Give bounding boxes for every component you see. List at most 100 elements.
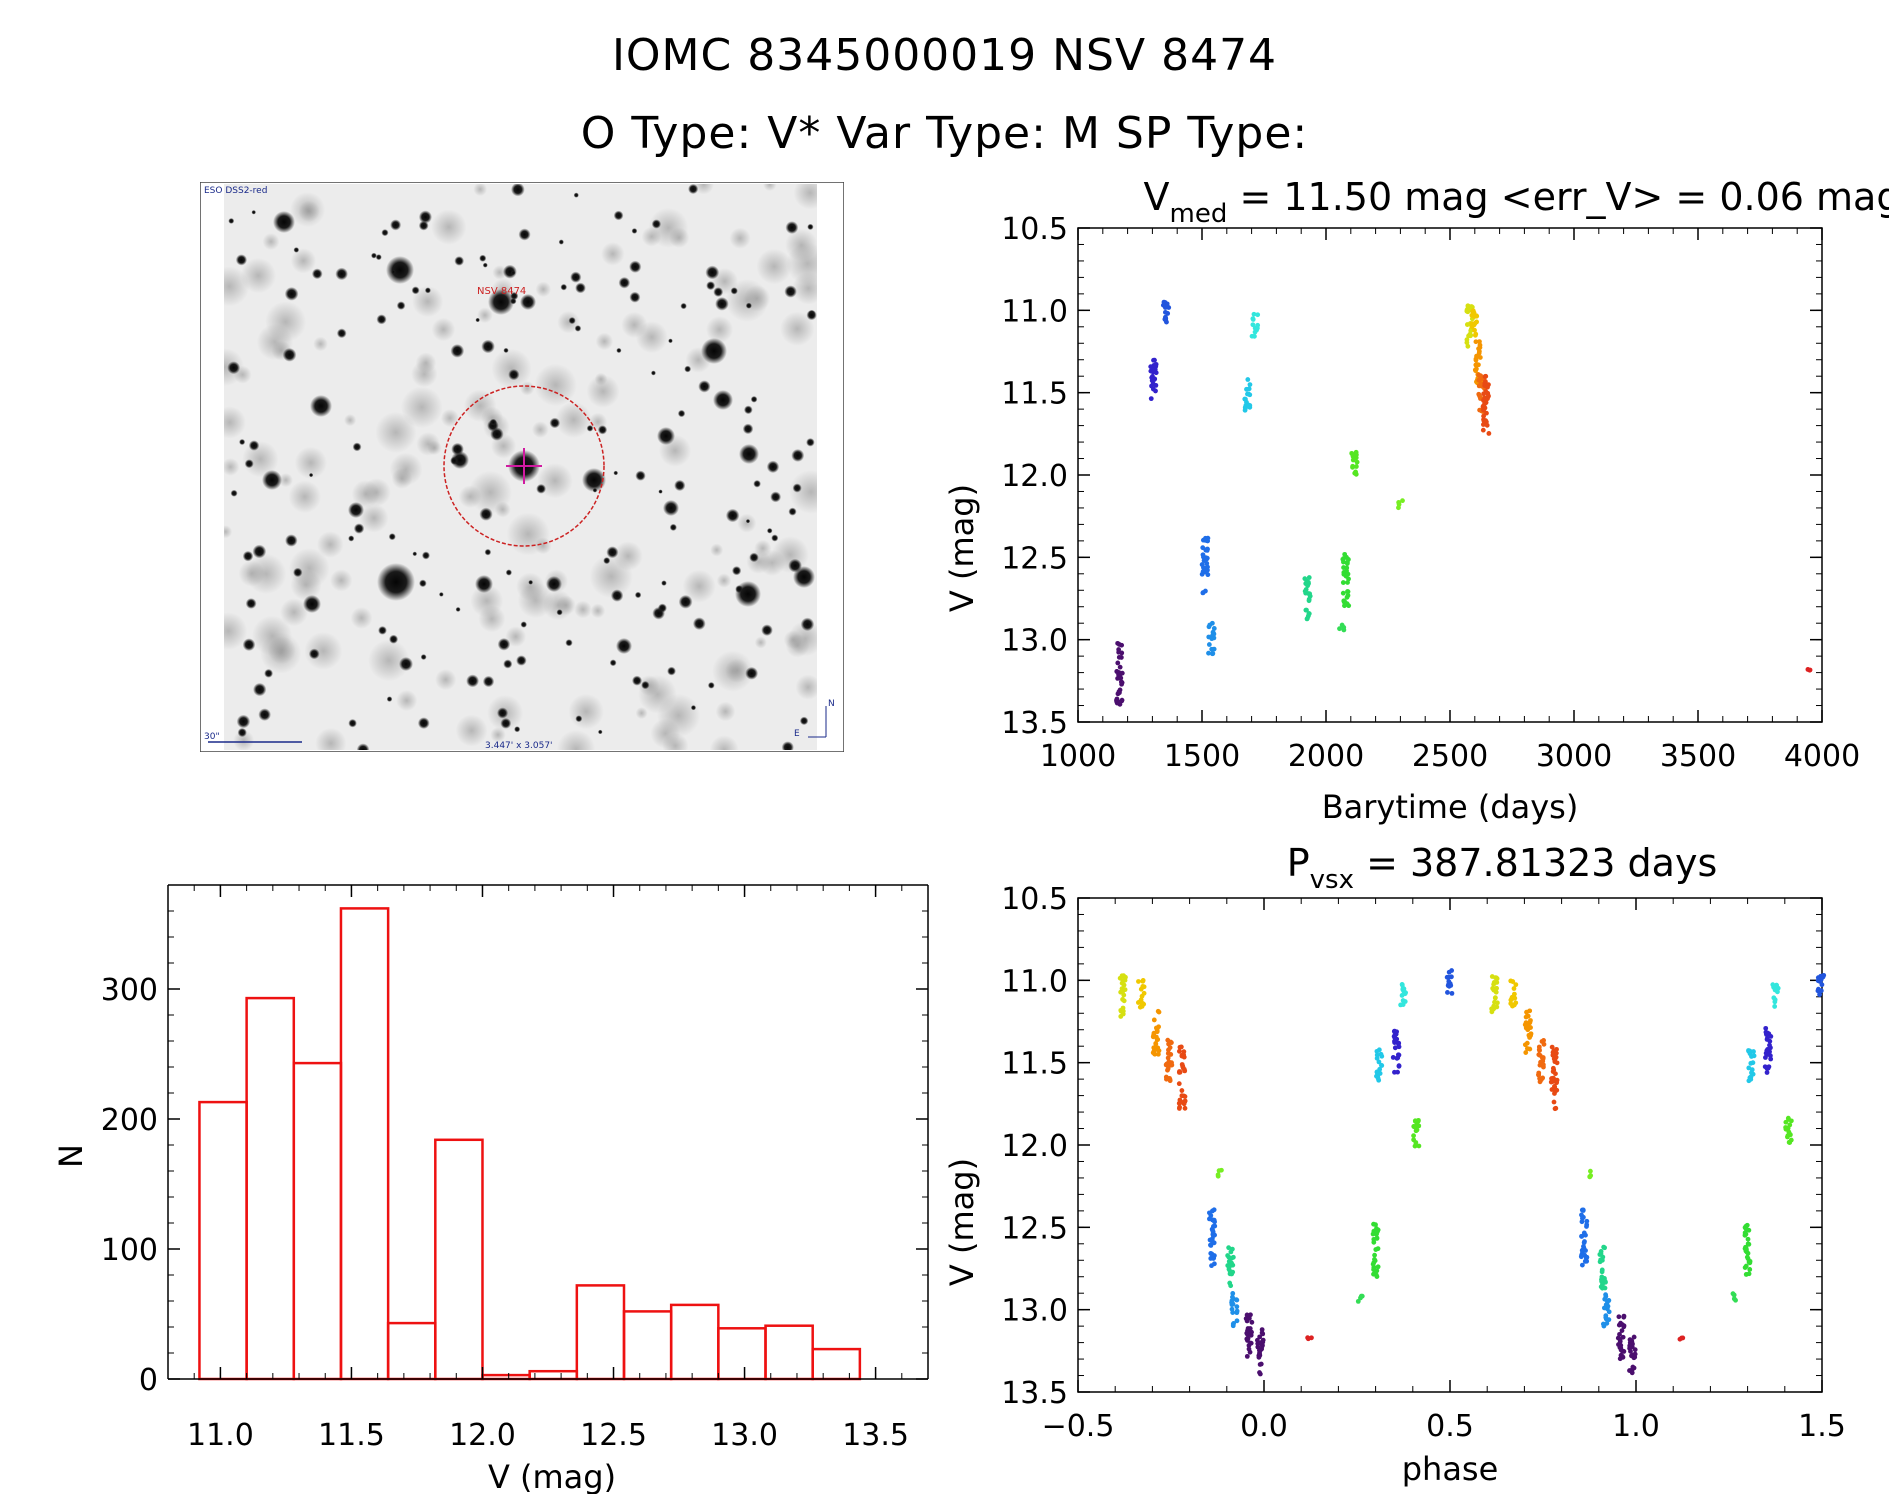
histogram-bar	[245, 996, 296, 1381]
star	[418, 210, 432, 224]
phased-ylabel: V (mag)	[943, 1158, 981, 1286]
data-point	[1627, 1343, 1633, 1349]
data-point	[1346, 576, 1351, 582]
data-point	[1513, 982, 1519, 988]
y-tick-label: 10.5	[1001, 212, 1068, 247]
noise-blob	[729, 227, 751, 249]
star	[505, 569, 513, 576]
data-point	[1342, 551, 1348, 557]
data-point	[1549, 1076, 1555, 1081]
star	[311, 268, 323, 280]
data-point	[1805, 667, 1811, 672]
star	[381, 229, 389, 237]
star	[475, 575, 493, 593]
data-point	[1751, 1049, 1756, 1054]
data-point	[1227, 1280, 1233, 1286]
data-point	[1118, 679, 1124, 685]
data-cluster	[1355, 1293, 1365, 1304]
star	[376, 314, 387, 325]
noise-blob	[693, 184, 714, 195]
star	[227, 361, 241, 375]
data-point	[1816, 986, 1821, 992]
star	[489, 418, 497, 427]
star	[800, 617, 815, 632]
noise-blob	[490, 727, 506, 743]
data-point	[1250, 322, 1256, 328]
star	[242, 550, 254, 562]
star	[606, 546, 619, 559]
data-point	[1746, 1271, 1752, 1277]
data-point	[1552, 1084, 1557, 1089]
data-point	[1179, 1088, 1185, 1093]
data-point	[1416, 1143, 1422, 1149]
star	[766, 527, 773, 534]
data-point	[1243, 405, 1248, 411]
data-point	[1230, 1294, 1235, 1300]
data-point	[1252, 329, 1258, 335]
data-point	[1226, 1266, 1232, 1272]
star	[520, 621, 527, 628]
noise-blob	[534, 363, 577, 407]
star	[253, 682, 267, 697]
data-point	[1169, 1060, 1174, 1066]
noise-blob	[494, 501, 511, 518]
data-point	[1449, 990, 1455, 996]
star	[546, 576, 562, 592]
compass-icon	[808, 706, 827, 738]
data-point	[1151, 1017, 1157, 1023]
data-point	[1763, 1055, 1768, 1060]
data-point	[1200, 590, 1206, 596]
star	[586, 424, 594, 432]
phased-axes: −0.5 0.0 0.5 1.0 1.5 10.5 11.0 11.5 12.0 12.5 13.0…	[1001, 882, 1846, 1444]
data-point	[1304, 607, 1309, 613]
histogram-xlabel: V (mag)	[488, 1458, 616, 1494]
data-point	[1340, 580, 1346, 585]
star	[479, 507, 493, 521]
data-point	[1204, 561, 1210, 566]
noise-blob	[351, 480, 380, 509]
data-point	[1396, 1044, 1402, 1050]
x-tick-label: 1.0	[1612, 1409, 1660, 1444]
noise-blob	[359, 503, 389, 533]
noise-blob	[431, 317, 456, 342]
data-point	[1176, 1048, 1182, 1054]
data-point	[1631, 1334, 1637, 1340]
data-point	[1743, 1263, 1749, 1269]
data-point	[1477, 355, 1483, 360]
data-point	[1522, 1042, 1528, 1048]
data-point	[1768, 1056, 1774, 1062]
data-point	[1730, 1291, 1736, 1297]
noise-blob	[505, 626, 527, 647]
noise-blob	[754, 636, 767, 649]
phased-xlabel: phase	[1402, 1450, 1499, 1488]
noise-blob	[415, 352, 437, 374]
noise-blob	[412, 285, 444, 318]
star	[560, 283, 568, 291]
noise-blob	[709, 735, 739, 750]
data-point	[1165, 1066, 1171, 1072]
noise-blob	[278, 473, 293, 488]
noise-blob	[715, 701, 736, 722]
data-point	[1234, 1304, 1240, 1310]
data-point	[1464, 337, 1470, 343]
data-cluster	[1770, 982, 1781, 1009]
y-tick-label: 300	[101, 973, 158, 1008]
star	[658, 489, 663, 494]
star	[417, 717, 430, 729]
data-point	[1177, 1069, 1183, 1075]
star	[766, 460, 780, 474]
target-crosshair	[506, 448, 542, 484]
star	[609, 659, 617, 667]
data-point	[1632, 1351, 1638, 1357]
star	[701, 338, 727, 364]
data-cluster	[1225, 1245, 1236, 1289]
data-point	[1396, 1040, 1402, 1046]
data-point	[1747, 1267, 1753, 1272]
data-point	[1182, 1105, 1188, 1111]
data-point	[1584, 1222, 1590, 1228]
data-point	[1215, 1173, 1221, 1179]
data-point	[1617, 1345, 1623, 1350]
star	[348, 718, 357, 728]
data-point	[1523, 1050, 1529, 1055]
star	[735, 581, 761, 607]
